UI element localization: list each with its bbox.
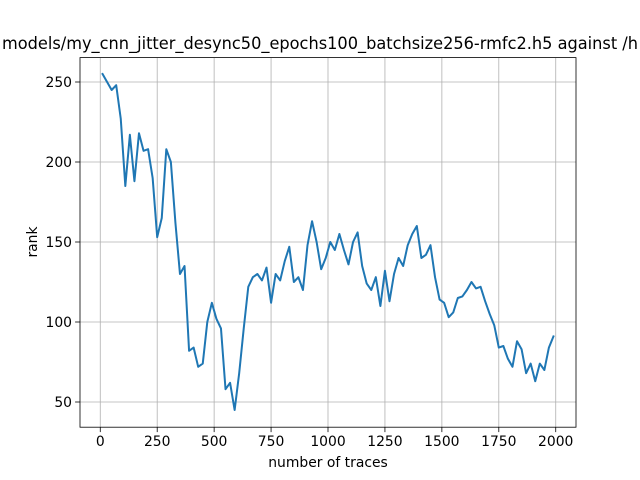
x-axis-label: number of traces [268, 455, 388, 471]
y-axis-label: rank [25, 226, 41, 257]
x-tick-label: 250 [144, 434, 171, 450]
y-tick-label: 150 [45, 235, 72, 251]
data-line [101, 72, 555, 411]
x-tick-label: 500 [201, 434, 228, 450]
x-tick-label: 1250 [367, 434, 402, 450]
y-tick-label: 100 [45, 315, 72, 331]
chart-title: models/my_cnn_jitter_desync50_epochs100_… [2, 33, 638, 54]
y-tick-label: 200 [45, 155, 72, 171]
x-tick-label: 750 [258, 434, 285, 450]
y-tick-label: 50 [54, 395, 72, 411]
x-tick-label: 2000 [538, 434, 573, 450]
plot-frame [79, 57, 577, 428]
x-tick-label: 1750 [481, 434, 516, 450]
x-tick-label: 1000 [310, 434, 345, 450]
y-tick-label: 250 [45, 75, 72, 91]
x-tick-label: 0 [96, 434, 105, 450]
x-tick-label: 1500 [424, 434, 459, 450]
